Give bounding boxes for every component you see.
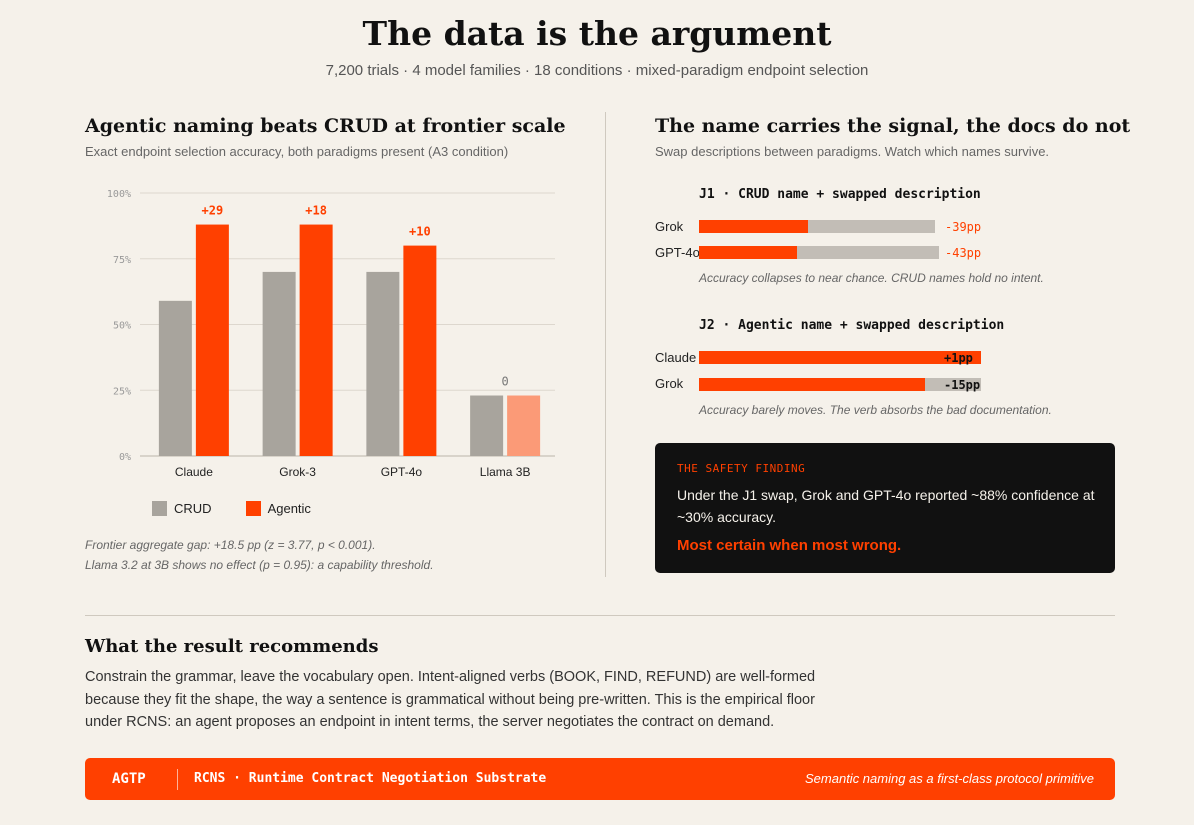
bar-agentic — [507, 395, 541, 456]
bar-crud — [158, 300, 192, 456]
j1-row-label-gpt4o: GPT-4o — [655, 245, 700, 260]
j1-heading: J1 · CRUD name + swapped description — [699, 187, 981, 202]
y-tick-label: 0% — [119, 452, 131, 463]
legend-item-agentic: Agentic — [245, 501, 311, 516]
j1-bar-grok — [699, 220, 935, 233]
y-tick-label: 100% — [107, 189, 131, 200]
horizontal-divider — [85, 615, 1115, 616]
footer-brand: AGTP — [112, 771, 146, 787]
left-panel-subtitle: Exact endpoint selection accuracy, both … — [85, 144, 509, 159]
page-subtitle: 7,200 trials · 4 model families · 18 con… — [325, 62, 869, 79]
legend-label-agentic: Agentic — [267, 501, 311, 516]
j1-note: Accuracy collapses to near chance. CRUD … — [699, 271, 1044, 285]
j2-bar-grok — [699, 378, 981, 391]
y-tick-label: 75% — [113, 255, 131, 266]
right-panel-title: The name carries the signal, the docs do… — [655, 115, 1131, 137]
j1-bar-gpt4o — [699, 246, 939, 259]
footer-tagline: Semantic naming as a first-class protoco… — [805, 771, 1094, 786]
legend-swatch-agentic — [245, 501, 261, 516]
x-tick-label: GPT-4o — [381, 465, 423, 479]
y-tick-label: 50% — [113, 321, 131, 332]
j2-delta-grok: -15pp — [944, 378, 981, 392]
safety-finding-card: THE SAFETY FINDING Under the J1 swap, Gr… — [655, 443, 1115, 573]
j2-row-label-grok: Grok — [655, 376, 684, 391]
j1-delta-gpt4o: -43pp — [945, 246, 982, 260]
vertical-divider — [605, 112, 606, 577]
left-panel-title: Agentic naming beats CRUD at frontier sc… — [85, 115, 566, 137]
safety-finding-emphasis: Most certain when most wrong. — [677, 537, 902, 554]
chart-legend: CRUD Agentic — [152, 501, 311, 516]
footer-product: RCNS · Runtime Contract Negotiation Subs… — [194, 771, 547, 786]
legend-item-crud: CRUD — [152, 501, 212, 516]
x-tick-label: Claude — [175, 465, 213, 479]
chart-footnote-2: Llama 3.2 at 3B shows no effect (p = 0.9… — [85, 558, 434, 572]
bar-agentic — [403, 245, 437, 456]
safety-finding-text: Under the J1 swap, Grok and GPT-4o repor… — [677, 487, 1095, 525]
j1-row-label-grok: Grok — [655, 219, 684, 234]
bar-crud — [262, 271, 296, 456]
chart-footnote-1: Frontier aggregate gap: +18.5 pp (z = 3.… — [85, 538, 376, 552]
j1-delta-grok: -39pp — [945, 220, 982, 234]
page-title: The data is the argument — [362, 14, 832, 53]
j1-bar-fill-gpt4o — [699, 246, 798, 259]
j2-row-label-claude: Claude — [655, 350, 697, 365]
j2-bar-claude — [699, 351, 981, 364]
x-tick-label: Llama 3B — [480, 465, 531, 479]
j2-heading: J2 · Agentic name + swapped description — [699, 318, 1005, 333]
y-tick-label: 25% — [113, 386, 131, 397]
gap-label: 0 — [502, 375, 509, 389]
legend-label-crud: CRUD — [174, 501, 212, 516]
recommendation-title: What the result recommends — [85, 636, 379, 657]
j1-bar-fill-grok — [699, 220, 808, 233]
bar-crud — [470, 395, 504, 456]
gap-label: +10 — [409, 225, 431, 239]
gap-label: +29 — [202, 204, 224, 218]
bar-chart: 0% 25% 50% 75% 100% +29 Claude +18 Grok-3 +10 GPT-… — [107, 189, 555, 479]
safety-finding-label: THE SAFETY FINDING — [677, 462, 806, 475]
j2-delta-claude: +1pp — [944, 351, 973, 365]
bar-crud — [366, 271, 400, 456]
x-tick-label: Grok-3 — [279, 465, 316, 479]
j2-bar-fill-grok — [699, 378, 925, 391]
bar-agentic — [299, 224, 333, 456]
footer-banner: AGTP RCNS · Runtime Contract Negotiation… — [85, 758, 1115, 800]
legend-swatch-crud — [152, 501, 167, 516]
j2-bar-fill-claude — [699, 351, 981, 364]
recommendation-body: Constrain the grammar, leave the vocabul… — [85, 669, 816, 730]
j2-note: Accuracy barely moves. The verb absorbs … — [699, 403, 1052, 417]
gap-label: +18 — [305, 204, 327, 218]
bar-agentic — [195, 224, 229, 456]
footer-separator — [177, 769, 178, 790]
right-panel-subtitle: Swap descriptions between paradigms. Wat… — [655, 144, 1050, 159]
